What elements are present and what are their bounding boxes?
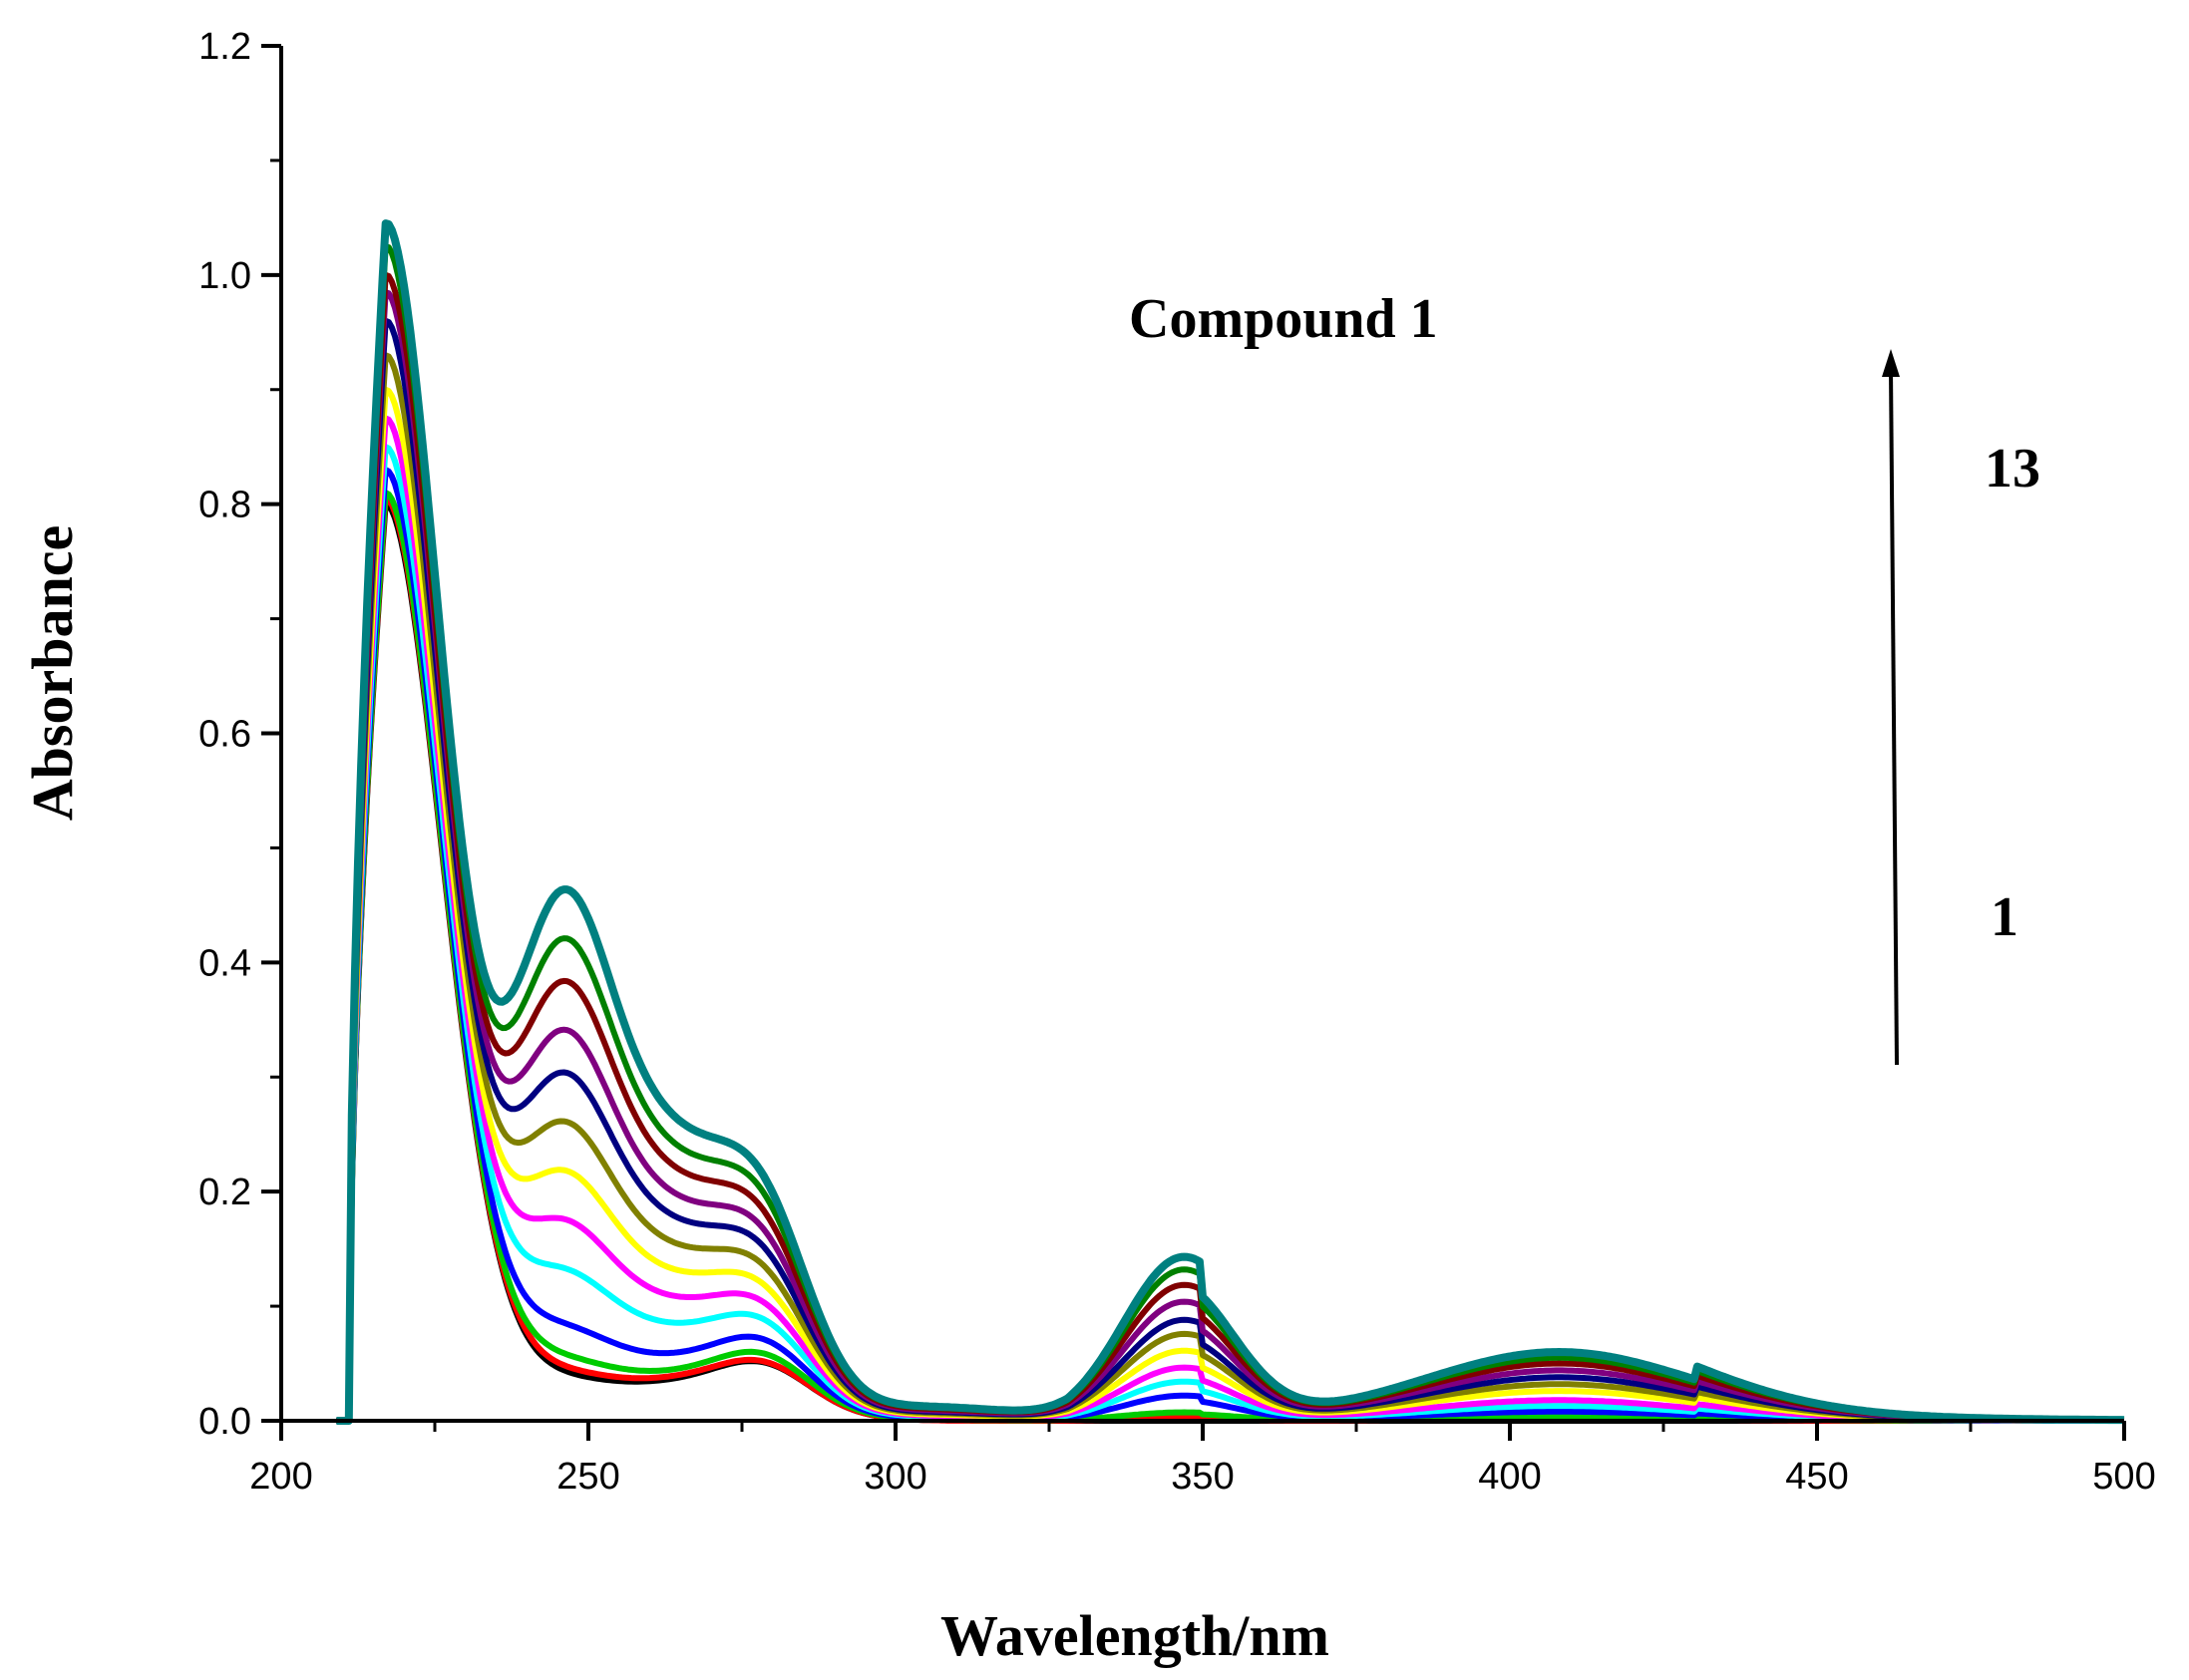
x-tick-label: 250 <box>556 1456 619 1498</box>
arrow-start-label: 1 <box>1991 886 2018 948</box>
axes-group <box>279 46 2124 1423</box>
x-tick-label: 450 <box>1785 1456 1848 1498</box>
series-line-8 <box>336 352 2125 1424</box>
series-line-5 <box>336 444 2124 1424</box>
y-tick-label: 1.0 <box>198 255 251 297</box>
y-tick-label: 0.4 <box>198 942 251 984</box>
arrow-end-label: 13 <box>1985 438 2040 500</box>
series-group <box>335 219 2125 1425</box>
ticks-group: 200 250 300 350 400 450 500 0.0 0.2 0.4 0.6 0.8 1.0 1… <box>198 26 2156 1498</box>
series-line-4 <box>336 467 2124 1424</box>
series-line-9 <box>336 317 2124 1424</box>
trend-arrow-head <box>1882 349 1900 377</box>
y-tick-label: 1.2 <box>198 26 251 68</box>
x-tick-label: 300 <box>864 1456 926 1498</box>
y-axis-title: Absorbance <box>20 525 85 821</box>
y-tick-label: 0.0 <box>198 1401 251 1443</box>
series-line-13 <box>335 219 2125 1425</box>
y-tick-label: 0.2 <box>198 1172 251 1213</box>
series-line-7 <box>336 386 2124 1424</box>
y-tick-label: 0.8 <box>198 485 251 526</box>
trend-arrow-shaft <box>1889 368 1899 1066</box>
x-tick-label: 400 <box>1478 1456 1541 1498</box>
compound-label: Compound 1 <box>1129 288 1438 350</box>
x-axis-title: Wavelength/nm <box>940 1603 1329 1668</box>
x-tick-label: 200 <box>249 1456 312 1498</box>
x-tick-label: 350 <box>1171 1456 1234 1498</box>
series-line-6 <box>336 415 2124 1424</box>
x-tick-label: 500 <box>2092 1456 2155 1498</box>
y-tick-label: 0.6 <box>198 714 251 756</box>
